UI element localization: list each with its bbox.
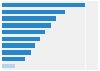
- Bar: [2, 23, 51, 28]
- Bar: [2, 3, 86, 7]
- Bar: [2, 16, 56, 21]
- Bar: [2, 30, 45, 34]
- Bar: [2, 37, 40, 41]
- Bar: [2, 57, 24, 61]
- Bar: [2, 50, 31, 55]
- Bar: [2, 10, 65, 14]
- Bar: [2, 64, 15, 68]
- Bar: [2, 43, 35, 48]
